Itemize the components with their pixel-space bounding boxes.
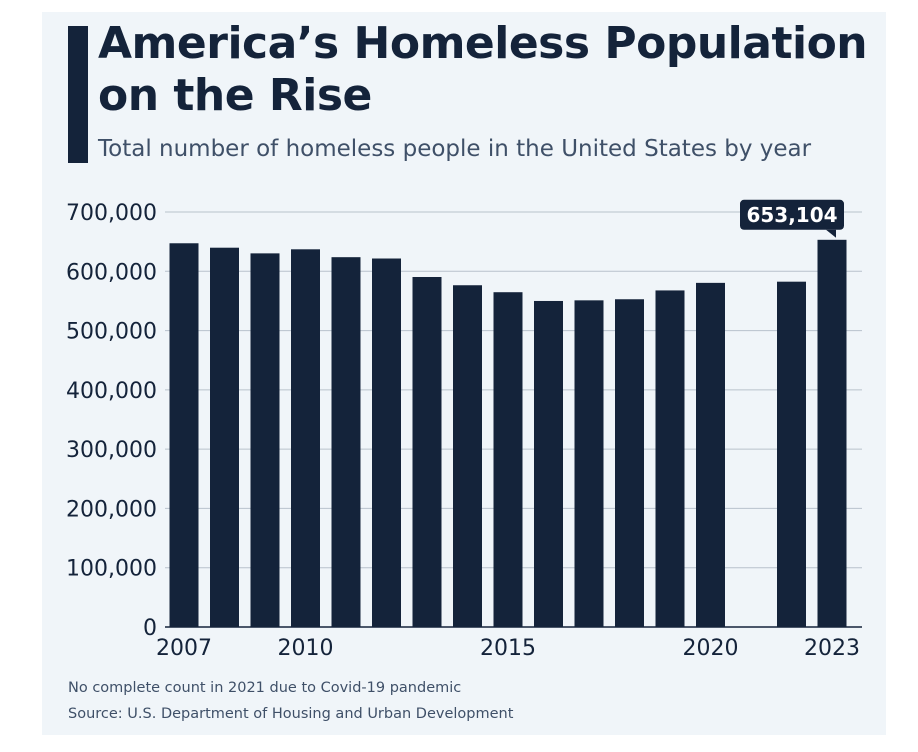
bar-2009 xyxy=(250,253,280,627)
title-accent-bar xyxy=(68,26,88,163)
bar-2018 xyxy=(615,299,644,627)
y-tick-label: 600,000 xyxy=(66,260,157,285)
bar-2020 xyxy=(696,282,725,627)
y-tick-label: 700,000 xyxy=(66,201,157,226)
footnote: No complete count in 2021 due to Covid-1… xyxy=(68,680,462,696)
x-tick-label: 2015 xyxy=(480,636,536,661)
bar-2019 xyxy=(655,290,685,627)
x-tick-label: 2023 xyxy=(804,636,860,661)
bar-2016 xyxy=(534,300,563,627)
annotation-box xyxy=(740,199,844,230)
chart-title: America’s Homeless Population on the Ris… xyxy=(98,18,868,121)
y-tick-label: 500,000 xyxy=(66,320,157,345)
y-tick-label: 400,000 xyxy=(66,379,157,404)
y-tick-label: 200,000 xyxy=(66,497,157,522)
y-tick-label: 0 xyxy=(143,616,157,641)
y-tick-label: 300,000 xyxy=(66,438,157,463)
chart-subtitle: Total number of homeless people in the U… xyxy=(98,136,812,162)
bar-2014 xyxy=(453,285,482,627)
bar-2010 xyxy=(291,249,320,627)
bar-2022 xyxy=(777,281,806,627)
bar-2008 xyxy=(210,247,239,628)
bar-2015 xyxy=(493,292,523,627)
x-tick-label: 2020 xyxy=(683,636,739,661)
bar-2023 xyxy=(817,239,847,628)
bar-2012 xyxy=(372,258,401,627)
bar-2011 xyxy=(331,257,361,627)
bar-2007 xyxy=(169,243,199,627)
annotation-pointer xyxy=(826,229,836,238)
bar-2013 xyxy=(412,276,442,627)
x-tick-label: 2010 xyxy=(278,636,334,661)
y-tick-label: 100,000 xyxy=(66,557,157,582)
x-tick-label: 2007 xyxy=(156,636,212,661)
annotation-label: 653,104 xyxy=(746,203,837,227)
source-note: Source: U.S. Department of Housing and U… xyxy=(68,706,514,722)
bar-2017 xyxy=(574,300,604,627)
